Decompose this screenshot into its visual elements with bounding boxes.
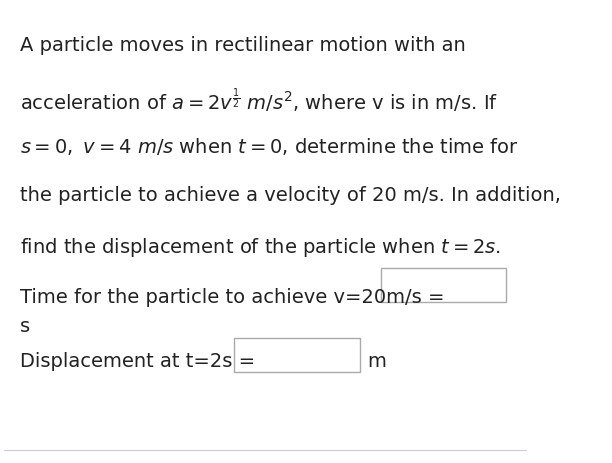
- Text: $s = 0,\ v = 4\ m/s$ when $t = 0$, determine the time for: $s = 0,\ v = 4\ m/s$ when $t = 0$, deter…: [20, 136, 518, 157]
- Text: A particle moves in rectilinear motion with an: A particle moves in rectilinear motion w…: [20, 36, 466, 55]
- FancyBboxPatch shape: [381, 268, 506, 302]
- Text: the particle to achieve a velocity of 20 m/s. In addition,: the particle to achieve a velocity of 20…: [20, 186, 561, 205]
- FancyBboxPatch shape: [234, 338, 360, 372]
- Text: acceleration of $a = 2v^{\frac{1}{2}}\ m/s^2$, where v is in m/s. If: acceleration of $a = 2v^{\frac{1}{2}}\ m…: [20, 86, 498, 114]
- Text: m: m: [368, 351, 386, 370]
- Text: find the displacement of the particle when $t = 2s$.: find the displacement of the particle wh…: [20, 236, 501, 259]
- Text: Time for the particle to achieve v=20m/s =: Time for the particle to achieve v=20m/s…: [20, 288, 444, 307]
- Text: Displacement at t=2s =: Displacement at t=2s =: [20, 351, 255, 370]
- Text: s: s: [20, 318, 30, 337]
